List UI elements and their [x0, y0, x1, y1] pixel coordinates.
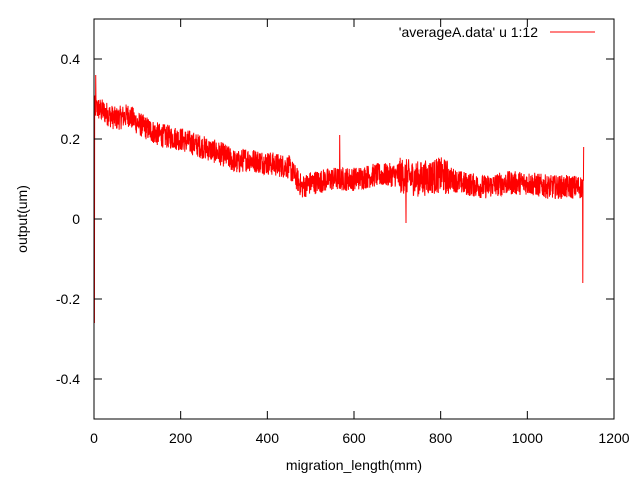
- y-tick-label: 0.4: [61, 51, 81, 67]
- x-tick-label: 1000: [512, 430, 543, 446]
- series-line: [93, 74, 585, 324]
- y-axis: -0.4 -0.2 0 0.2 0.4: [56, 51, 614, 387]
- x-tick-label: 1200: [598, 430, 629, 446]
- x-tick-label: 200: [169, 430, 193, 446]
- x-tick-label: 800: [429, 430, 453, 446]
- legend: 'averageA.data' u 1:12: [399, 24, 595, 40]
- x-tick-label: 600: [342, 430, 366, 446]
- y-tick-label: -0.4: [56, 371, 80, 387]
- legend-label: 'averageA.data' u 1:12: [399, 24, 538, 40]
- y-axis-label: output(um): [14, 185, 30, 253]
- x-tick-label: 0: [90, 430, 98, 446]
- y-tick-label: -0.2: [56, 291, 80, 307]
- x-tick-label: 400: [256, 430, 280, 446]
- y-tick-label: 0: [72, 211, 80, 227]
- x-axis-label: migration_length(mm): [286, 457, 422, 473]
- y-tick-label: 0.2: [61, 131, 81, 147]
- x-axis: 0 200 400 600 800 1000 1200: [90, 19, 630, 446]
- plot-area: [93, 74, 585, 324]
